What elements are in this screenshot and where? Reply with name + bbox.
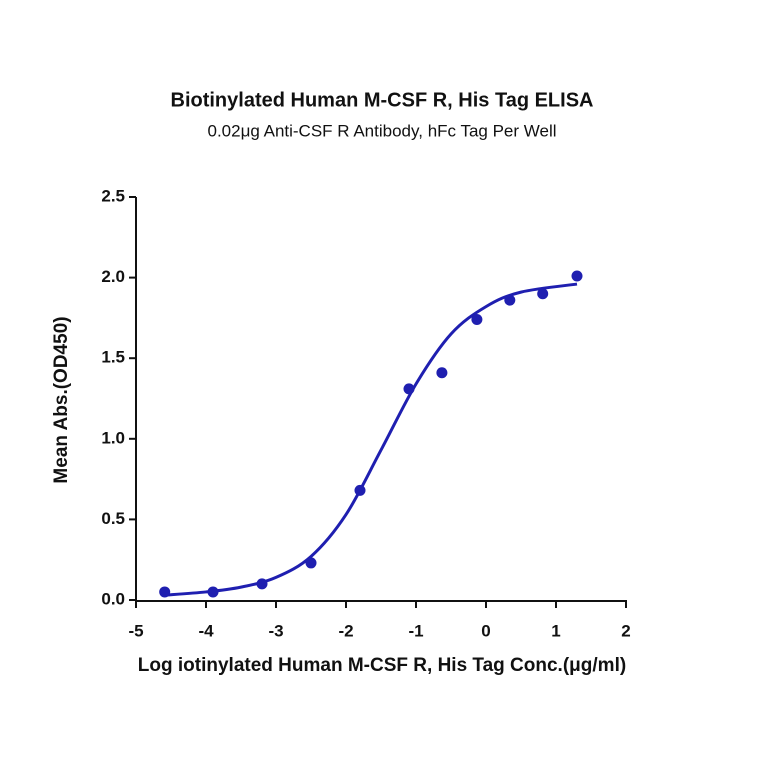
y-tick-label: 0.5 [101,509,125,528]
data-point [471,314,483,326]
data-point [159,586,171,598]
x-tick-label: -1 [408,621,423,640]
data-point [305,557,317,569]
y-tick-label: 2.0 [101,267,125,286]
data-point [207,586,219,598]
fit-curve [163,282,578,597]
x-tick-label: 1 [551,621,560,640]
data-point [436,367,448,379]
x-tick-label: -4 [198,621,214,640]
data-point [403,383,415,395]
y-tick-label: 1.0 [101,428,125,447]
x-tick-label: 0 [481,621,490,640]
y-tick-label: 2.5 [101,186,125,205]
chart-subtitle: 0.02μg Anti-CSF R Antibody, hFc Tag Per … [207,121,556,140]
y-tick-label: 1.5 [101,348,125,367]
x-tick-label: 2 [621,621,630,640]
data-point [537,288,549,300]
data-point [571,270,583,282]
chart-title: Biotinylated Human M-CSF R, His Tag ELIS… [171,89,594,111]
x-axis-label: Log iotinylated Human M-CSF R, His Tag C… [138,655,626,676]
y-tick-label: 0.0 [101,589,125,608]
x-tick-label: -3 [268,621,283,640]
data-point [504,294,516,306]
data-point [354,484,366,496]
y-axis-label: Mean Abs.(OD450) [51,316,72,483]
x-tick-label: -2 [338,621,353,640]
data-point [256,578,268,590]
x-tick-label: -5 [128,621,143,640]
